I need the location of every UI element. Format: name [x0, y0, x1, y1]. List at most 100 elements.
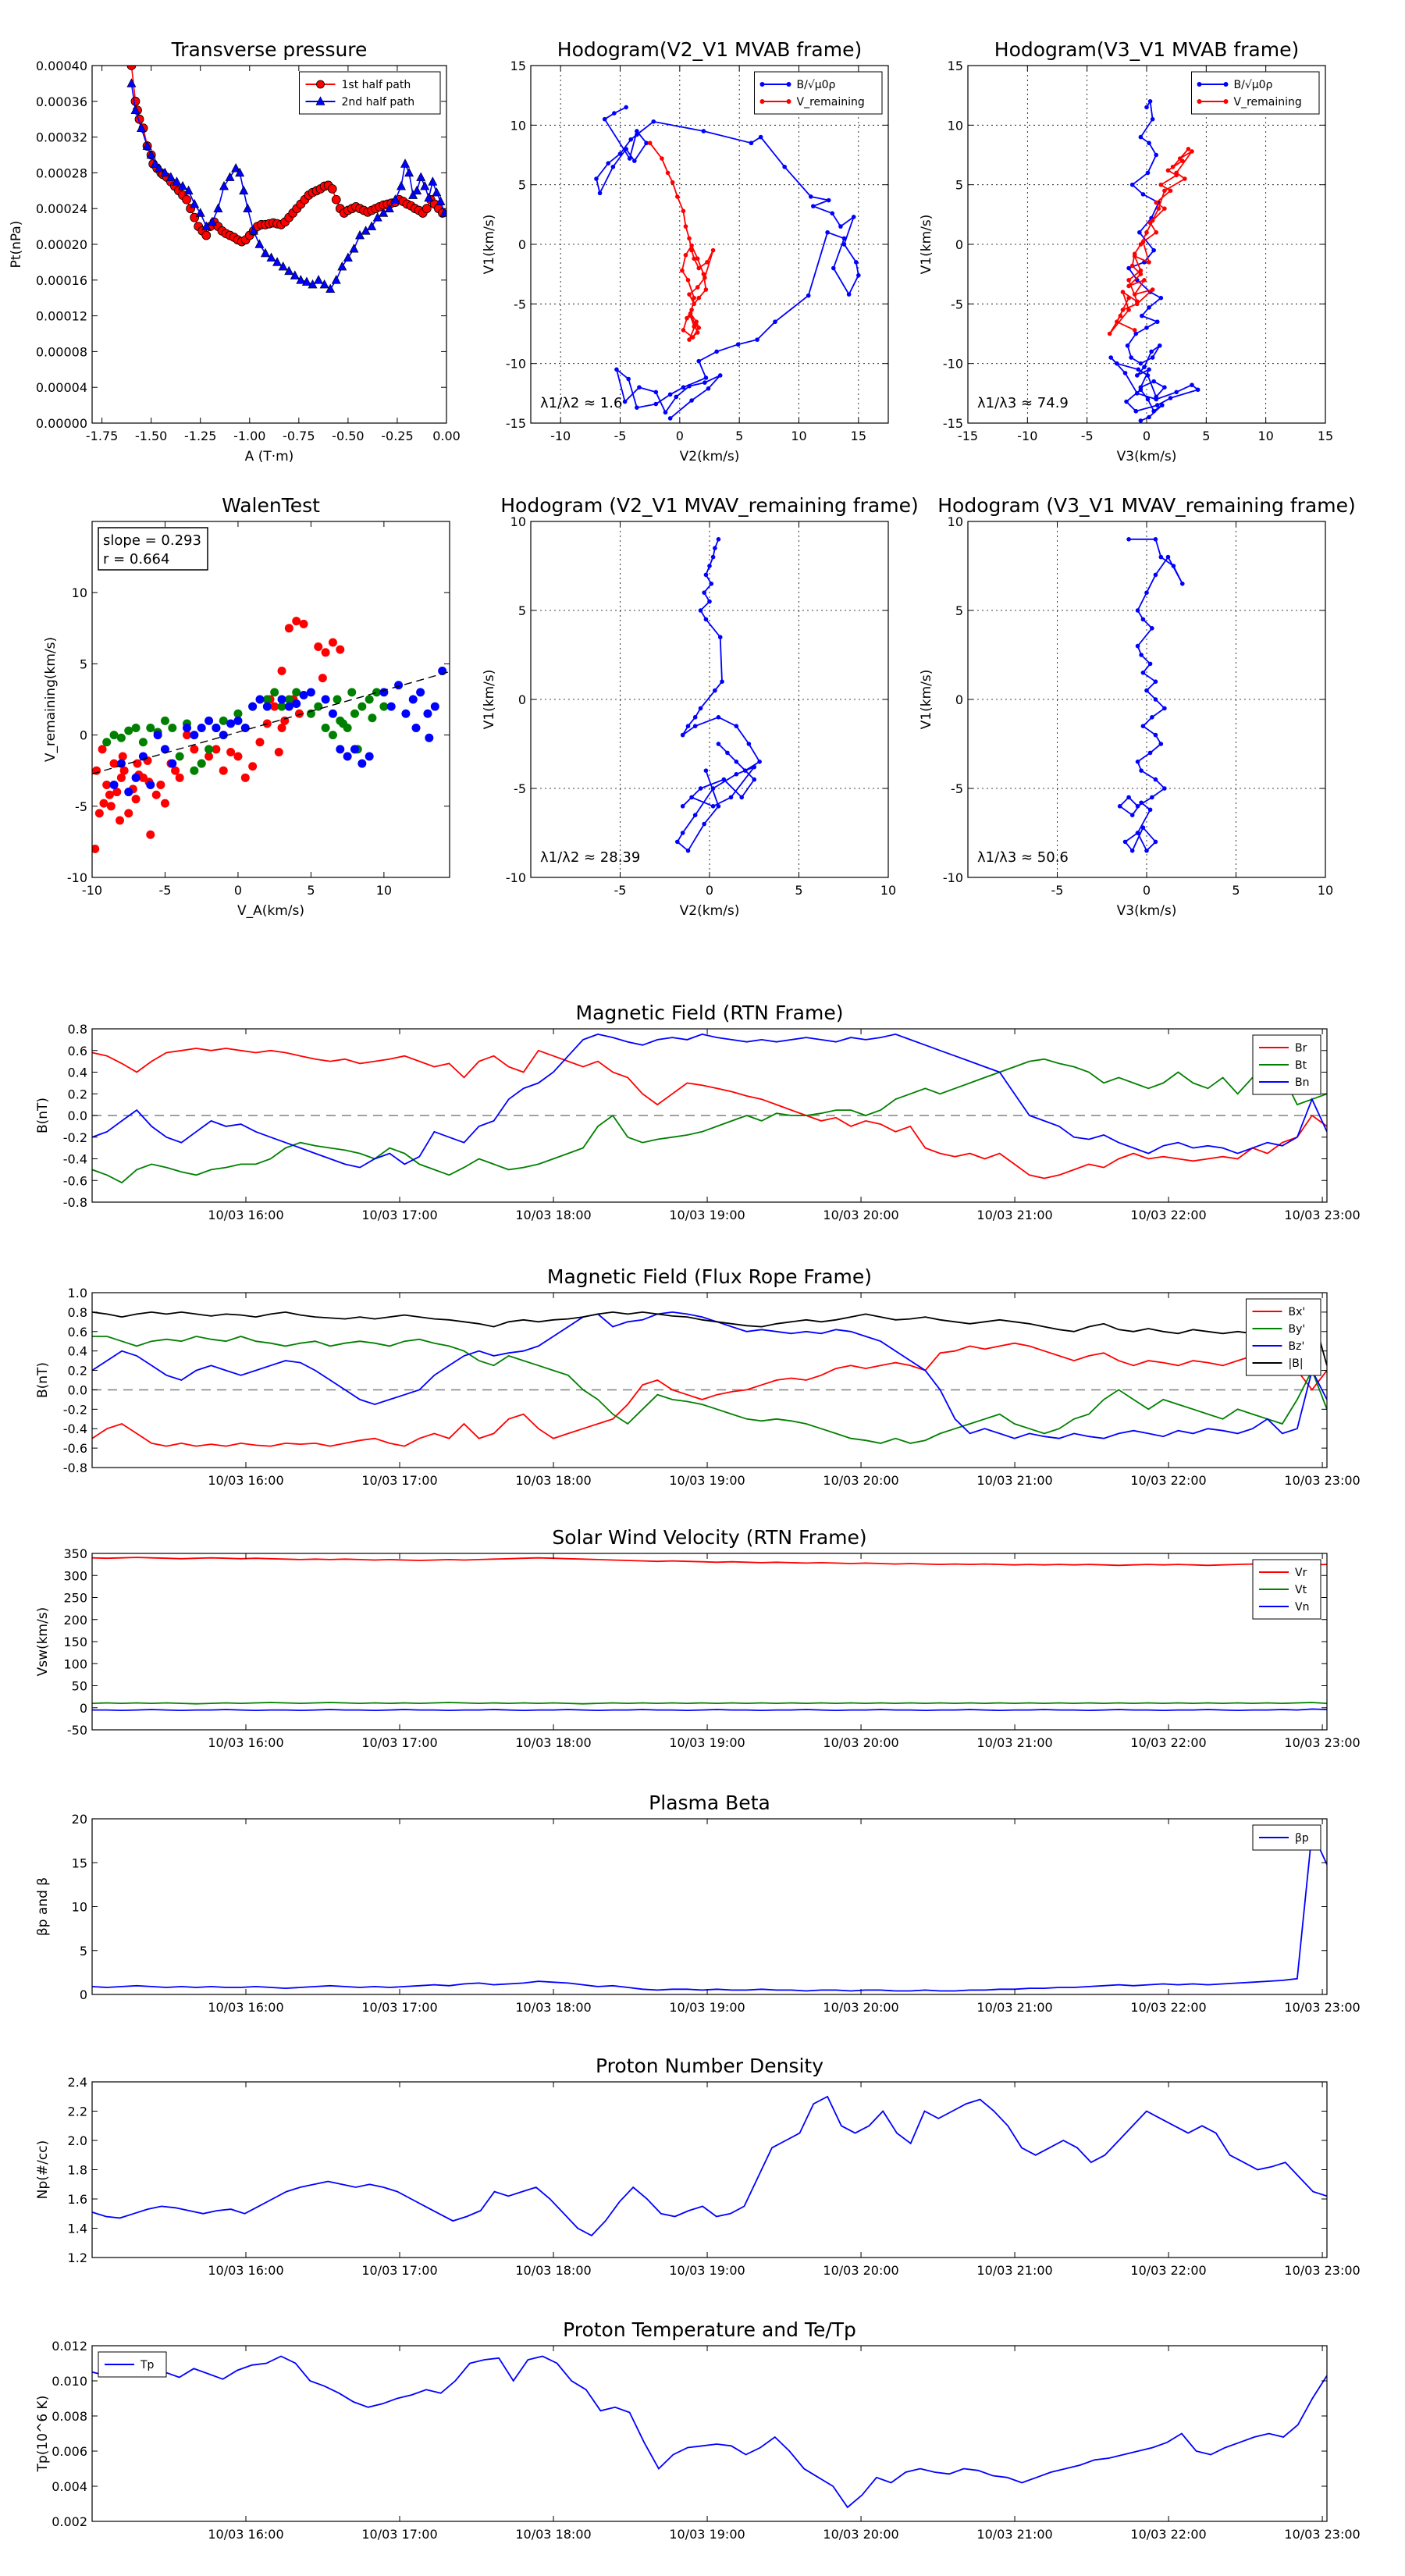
data-point [182, 194, 191, 205]
data-point [1174, 390, 1179, 395]
panel-title: Magnetic Field (RTN Frame) [576, 1002, 844, 1024]
data-point [1158, 554, 1164, 560]
data-point [424, 192, 434, 202]
y-axis-label: V_remaining(km/s) [43, 637, 59, 762]
data-point [328, 638, 337, 647]
data-point [683, 224, 688, 229]
data-point [685, 849, 691, 853]
data-point [343, 252, 353, 262]
data-point [355, 229, 365, 240]
data-point [106, 802, 116, 811]
x-tick-label: 10/03 17:00 [361, 1208, 437, 1222]
magnetic-field-rtn-panel: Magnetic Field (RTN Frame) -0.8 -0.6 -0.4 -0… [35, 1002, 1361, 1222]
data-point [284, 702, 293, 711]
x-tick-label: 10 [791, 429, 806, 443]
legend-label: |B| [1289, 1357, 1304, 1370]
data-point [347, 688, 357, 697]
data-point [266, 252, 276, 262]
data-point [755, 337, 759, 342]
legend-box [754, 71, 883, 115]
data-point [195, 208, 205, 217]
data-point [825, 229, 830, 235]
data-point [1144, 105, 1149, 110]
data-point [284, 695, 293, 704]
data-point [628, 137, 634, 142]
data-point [670, 180, 675, 185]
data-point [685, 724, 691, 728]
y-tick-label: 5 [955, 603, 963, 618]
data-point [606, 161, 611, 165]
data-point [243, 203, 253, 213]
data-point [1122, 839, 1128, 845]
y-tick-label: -0.6 [63, 1441, 87, 1456]
data-point [98, 745, 107, 754]
y-tick-label: 0.0 [68, 1382, 87, 1397]
data-point [1120, 290, 1126, 294]
data-point [1129, 263, 1135, 269]
data-point [290, 270, 300, 279]
data-point [124, 788, 133, 797]
data-point [1147, 807, 1153, 813]
data-point [1133, 331, 1139, 336]
data-point [841, 242, 847, 247]
data-point [689, 247, 694, 253]
y-tick-label: 0.00008 [36, 344, 87, 359]
data-layer [92, 1310, 1327, 1447]
data-point [1168, 188, 1173, 194]
data-layer [92, 1829, 1327, 1992]
legend-label: By' [1289, 1323, 1306, 1336]
data-point [1147, 99, 1153, 104]
hodogram-v2-v1-mvab-panel: Hodogram(V2_V1 MVAB frame) -15 -10 -5 0 5 10 15… [482, 38, 889, 464]
x-tick-label: 10/03 21:00 [976, 1735, 1052, 1750]
data-point [321, 695, 330, 704]
data-point [357, 759, 367, 768]
series-line [1108, 148, 1193, 335]
data-point [357, 702, 367, 711]
data-point [597, 190, 603, 196]
data-point [301, 276, 311, 286]
data-point [1138, 361, 1144, 366]
data-point [205, 745, 214, 754]
data-point [728, 795, 734, 800]
data-point [1147, 367, 1151, 372]
x-tick-label: 10/03 16:00 [208, 2527, 283, 2542]
data-point [1153, 572, 1158, 578]
data-point [1136, 367, 1141, 372]
legend-marker [1223, 99, 1229, 104]
data-point [1158, 295, 1164, 301]
data-point [653, 390, 659, 395]
y-tick-label: 0.00004 [36, 380, 87, 395]
series-line [92, 1310, 1327, 1366]
data-point [94, 809, 104, 818]
data-point [696, 295, 702, 301]
data-point [425, 733, 434, 742]
y-tick-label: 0 [80, 728, 87, 743]
x-tick-label: 10/03 23:00 [1284, 2527, 1360, 2542]
data-point [165, 172, 176, 181]
data-point [1135, 831, 1140, 835]
y-tick-label: 0.00028 [36, 165, 87, 180]
y-tick-label: 0.6 [68, 1325, 87, 1340]
data-point [622, 399, 628, 404]
x-tick-label: 5 [1232, 883, 1240, 898]
data-point [350, 709, 359, 718]
data-point [175, 773, 184, 782]
data-point [430, 702, 439, 711]
data-point [612, 111, 617, 116]
data-point [710, 247, 716, 253]
data-point [219, 731, 228, 740]
data-point [706, 386, 711, 391]
x-tick-label: 10/03 16:00 [208, 2263, 283, 2278]
y-axis-label: Tp(10^6 K) [35, 2396, 51, 2473]
x-tick-label: 10/03 20:00 [823, 1473, 898, 1488]
data-point [384, 203, 394, 213]
data-point [1125, 343, 1130, 348]
series-line [92, 1829, 1327, 1992]
y-tick-label: 0.006 [52, 2444, 87, 2459]
data-point [663, 410, 668, 415]
data-point [1126, 278, 1131, 283]
data-point [190, 766, 199, 775]
data-point [692, 724, 698, 728]
x-tick-label: 10 [376, 883, 392, 898]
data-point [124, 726, 133, 735]
